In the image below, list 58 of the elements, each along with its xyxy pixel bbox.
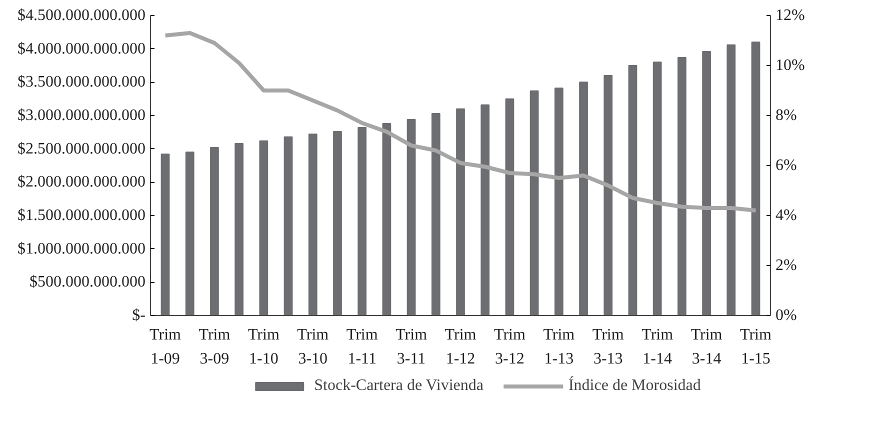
bar <box>406 119 416 316</box>
y-tick-label: $500.000.000.000 <box>30 274 146 291</box>
legend-label: Índice de Morosidad <box>568 377 701 395</box>
bar <box>234 143 244 316</box>
bar <box>480 104 490 316</box>
bar <box>505 98 514 316</box>
legend-label: Stock-Cartera de Vivienda <box>314 377 484 395</box>
y2-tick-label: 4% <box>776 207 797 224</box>
bar <box>259 140 268 316</box>
y2-tick-label: 6% <box>776 157 797 174</box>
category-label: Trim 1-13 <box>543 326 575 368</box>
y-tick-label: $2.500.000.000.000 <box>18 140 146 158</box>
bar <box>284 136 293 316</box>
y-tick-label: $3.000.000.000.000 <box>18 107 146 124</box>
bar <box>382 123 392 316</box>
category-label: Trim 3-14 <box>690 326 722 368</box>
category-label: Trim 3-11 <box>396 326 428 368</box>
bar <box>210 147 219 316</box>
y-tick-label: $1.000.000.000.000 <box>18 240 146 258</box>
category-label: Trim 1-10 <box>248 326 280 368</box>
bar <box>579 82 588 316</box>
category-label: Trim 3-12 <box>494 326 526 368</box>
bar <box>628 65 638 316</box>
category-label: Trim 3-09 <box>198 326 230 368</box>
category-label: Trim 1-09 <box>150 326 181 368</box>
bar <box>652 62 662 316</box>
y2-tick-label: 10% <box>776 57 805 74</box>
bar <box>530 90 539 316</box>
bar <box>456 108 465 316</box>
category-label: Trim 3-10 <box>297 326 329 368</box>
y2-tick-label: 8% <box>776 107 797 124</box>
bar <box>333 131 342 316</box>
category-label: Trim 1-12 <box>444 326 476 368</box>
bar <box>431 113 440 316</box>
bar <box>604 75 613 316</box>
bar <box>726 44 736 316</box>
bar <box>185 152 194 316</box>
y-tick-label: $2.000.000.000.000 <box>18 174 146 191</box>
y2-tick-label: 12% <box>776 7 805 24</box>
y-tick-label: $4.500.000.000.000 <box>18 7 146 24</box>
category-label: Trim 1-11 <box>346 326 378 368</box>
bar <box>751 42 760 316</box>
y-tick-label: $3.500.000.000.000 <box>18 74 146 91</box>
y-tick-label: $4.000.000.000.000 <box>18 40 146 58</box>
y2-tick-label: 2% <box>776 257 797 274</box>
y2-tick-label: 0% <box>776 307 797 324</box>
bar <box>702 51 711 316</box>
bar <box>160 154 170 316</box>
bar <box>677 57 686 316</box>
category-label: Trim 1-15 <box>740 326 772 368</box>
y-tick-label: $1.500.000.000.000 <box>18 207 146 224</box>
line-series <box>163 31 758 212</box>
category-label: Trim 3-13 <box>592 326 624 368</box>
category-label: Trim 1-14 <box>642 326 674 368</box>
bar <box>308 134 318 316</box>
bar <box>358 127 367 316</box>
y-tick-label: $- <box>132 307 146 324</box>
bar <box>554 88 564 316</box>
